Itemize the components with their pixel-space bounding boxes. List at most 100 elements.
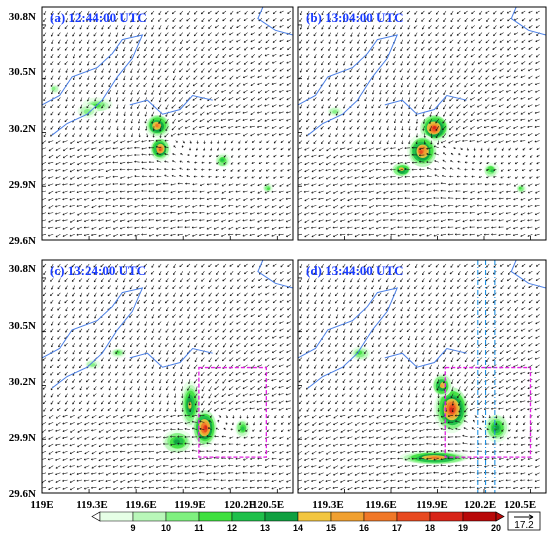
shading-c-1-10: [204, 425, 208, 430]
reference-vector: 17.2: [507, 511, 541, 531]
panel-title-d: (d) 13:44:00 UTC: [306, 263, 404, 278]
colorbar-cell-8: [363, 511, 398, 522]
colorbar-cell-10: [429, 511, 464, 522]
lat-label-c-4: 29.6N: [9, 488, 36, 500]
lat-label-c-2: 30.2N: [9, 376, 36, 388]
shading-a-1-8: [155, 124, 159, 128]
shading-a-6-2: [51, 86, 56, 91]
panel-title-c: (c) 13:24:00 UTC: [50, 263, 146, 278]
analysis-box-d: [444, 366, 532, 458]
lon-label-d-3: 119.9E: [416, 499, 447, 511]
panel-c-bg: [42, 260, 293, 493]
lat-label-c-0: 30.8N: [9, 263, 36, 275]
colorbar-label-3: 12: [227, 523, 237, 533]
lat-label-a-4: 29.6N: [9, 235, 36, 247]
shading-c-2-5: [174, 439, 180, 444]
colorbar-label-8: 17: [392, 523, 402, 533]
coastline-c-2: [129, 347, 213, 368]
coastline-b-0: [510, 7, 546, 36]
colorbar-low-cap: [91, 511, 101, 522]
lat-label-a-0: 30.8N: [9, 11, 36, 23]
colorbar-cell-3: [198, 511, 233, 522]
panel-c-frame: [41, 259, 294, 494]
shading-a-2-9: [158, 148, 162, 152]
lon-label-2: 119.6E: [125, 499, 156, 511]
lon-label-3: 119.9E: [174, 499, 205, 511]
colorbar-cell-7: [330, 511, 365, 522]
panel-b-frame: [297, 6, 547, 241]
colorbar-cell-0: [99, 511, 134, 522]
wind-vector-path-a: [42, 10, 291, 238]
lon-label-d-1: 119.3E: [312, 499, 343, 511]
panel-title-b: (b) 13:04:00 UTC: [306, 10, 404, 25]
shading-c-0-6: [188, 401, 192, 410]
colorbar-label-7: 16: [359, 523, 369, 533]
lon-label-1: 119.3E: [76, 499, 107, 511]
coastline-a-2: [129, 94, 213, 115]
colorbar-label-1: 10: [161, 523, 171, 533]
shading-b-0-10: [432, 126, 436, 130]
colorbar-cell-1: [132, 511, 167, 522]
shading-d-1-7: [439, 384, 443, 388]
coastline-b-1: [298, 34, 399, 136]
lon-label-d-4: 120.2E: [464, 499, 496, 511]
coastline-b-2: [384, 94, 467, 115]
wind-vectors-c: [42, 263, 291, 491]
shading-d-3-5: [494, 425, 500, 431]
colorbar-label-2: 11: [194, 523, 204, 533]
coastline-c-1: [42, 287, 144, 389]
wind-vector-path-b: [298, 10, 540, 238]
lon-label-5: 120.5E: [252, 499, 284, 511]
wind-vector-path-c: [42, 263, 291, 491]
colorbar-cell-6: [297, 511, 332, 522]
colorbar-high-cap: [495, 511, 505, 522]
panel-c: (c) 13:24:00 UTC: [41, 259, 294, 494]
colorbar: 9 10 11 12 13 14 15 16 17 18 19 20: [91, 511, 505, 533]
shading-a-5-3: [267, 187, 270, 191]
colorbar-cell-9: [396, 511, 431, 522]
wind-vectors-b: [298, 10, 540, 238]
panel-b: (b) 13:04:00 UTC: [297, 6, 547, 241]
panel-a-frame: [41, 6, 294, 241]
colorbar-label-5: 14: [293, 523, 303, 533]
colorbar-label-4: 13: [260, 523, 270, 533]
shading-a-4-4: [220, 158, 224, 162]
panels-layer: (a) 12:44:00 UTC (b) 13:04:00 UTC (c) 13:2…: [41, 6, 547, 494]
coastline-c-0: [257, 260, 293, 289]
colorbar-cell-4: [231, 511, 266, 522]
coastline-d-1: [298, 287, 399, 389]
shading-c-3-4: [241, 426, 245, 431]
lon-label-4: 120.2E: [224, 499, 256, 511]
wind-vector-path-d: [298, 263, 540, 491]
wind-vectors-a: [42, 10, 291, 238]
lon-label-0: 119E: [30, 499, 53, 511]
shading-b-5-2: [332, 110, 338, 114]
colorbar-label-6: 15: [326, 523, 336, 533]
colorbar-cell-2: [165, 511, 200, 522]
lat-label-a-3: 29.9N: [9, 179, 36, 191]
lat-label-c-3: 29.9N: [9, 432, 36, 444]
coastline-d-0: [510, 260, 546, 289]
colorbar-cell-5: [264, 511, 299, 522]
reference-vector-label: 17.2: [514, 520, 534, 531]
lon-label-d-5: 120.5E: [504, 499, 536, 511]
analysis-box-c: [198, 366, 267, 458]
shading-b-4-3: [518, 186, 522, 190]
lon-label-d-2: 119.6E: [365, 499, 396, 511]
lat-label-a-2: 30.2N: [9, 123, 36, 135]
coastline-a-0: [257, 7, 293, 36]
panel-d-frame: [297, 259, 547, 494]
shading-d-2-8: [430, 456, 440, 459]
colorbar-label-10: 19: [458, 523, 468, 533]
colorbar-label-9: 18: [425, 523, 435, 533]
panel-a: (a) 12:44:00 UTC: [41, 6, 294, 241]
panel-title-a: (a) 12:44:00 UTC: [50, 10, 147, 25]
coastline-a-1: [42, 34, 144, 136]
colorbar-label-0: 9: [130, 523, 135, 533]
colorbar-cell-11: [462, 511, 497, 522]
shading-b-1-9: [419, 150, 423, 154]
coastline-d-2: [384, 347, 467, 368]
lat-label-c-1: 30.5N: [9, 320, 36, 332]
wind-vectors-d: [298, 263, 540, 491]
